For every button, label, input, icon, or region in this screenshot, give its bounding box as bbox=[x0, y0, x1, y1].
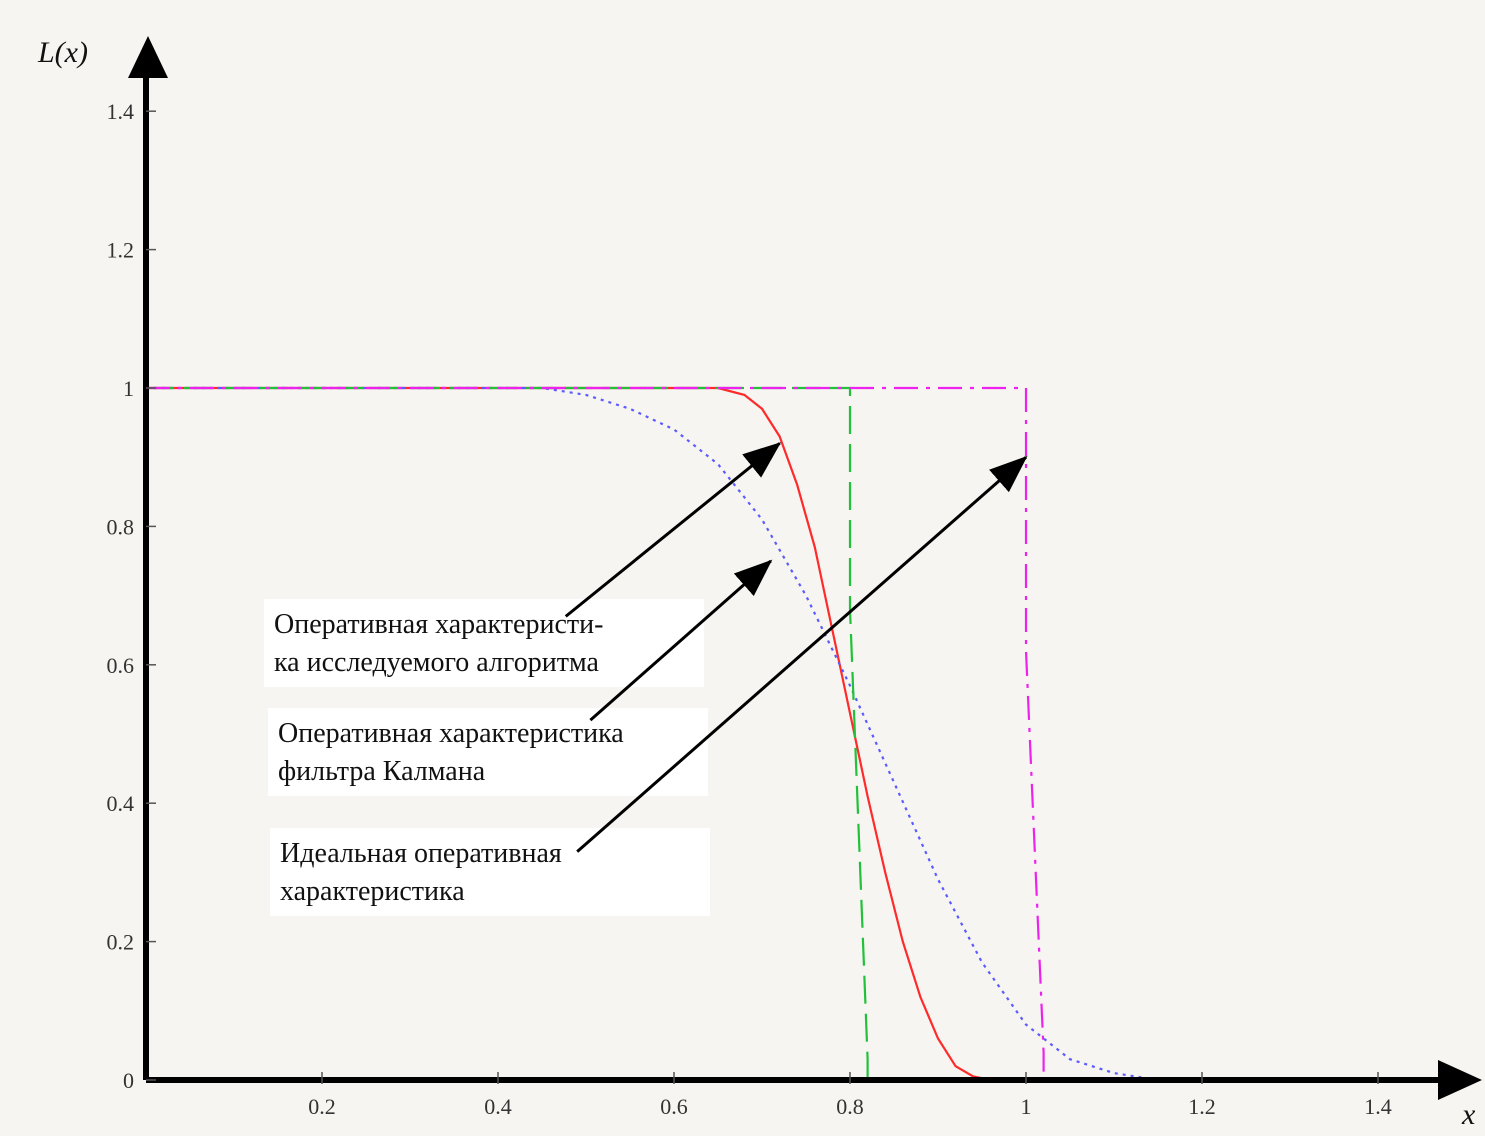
y-tick-label: 1.2 bbox=[107, 238, 135, 263]
y-tick-label: 1.4 bbox=[107, 99, 135, 124]
annotation-arrow bbox=[576, 455, 1028, 853]
x-axis-label: x bbox=[1461, 1098, 1476, 1131]
annotation-box bbox=[264, 599, 704, 687]
annotation-text: фильтра Калмана bbox=[278, 756, 486, 787]
y-axis-label: L(x) bbox=[37, 36, 88, 69]
x-tick-label: 0.6 bbox=[660, 1094, 688, 1119]
annotation-text: Оперативная характеристика bbox=[278, 718, 624, 749]
y-tick-label: 0.8 bbox=[107, 514, 135, 539]
x-tick-label: 0.4 bbox=[484, 1094, 512, 1119]
y-tick-label: 1 bbox=[123, 376, 134, 401]
x-tick-label: 1 bbox=[1021, 1094, 1032, 1119]
series-line-dashdot bbox=[146, 386, 1045, 1080]
x-tick-label: 1.2 bbox=[1188, 1094, 1216, 1119]
annotation-box bbox=[268, 708, 708, 796]
annotation-arrow bbox=[564, 442, 782, 618]
annotation-arrow bbox=[589, 559, 773, 722]
y-axis-arrow bbox=[128, 36, 168, 78]
annotation-text: характеристика bbox=[280, 876, 465, 907]
x-tick-label: 1.4 bbox=[1364, 1094, 1392, 1119]
annotation-text: Идеальная оперативная bbox=[280, 838, 562, 869]
x-tick-label: 0.2 bbox=[308, 1094, 336, 1119]
x-axis-arrow bbox=[1438, 1060, 1482, 1100]
annotation-box bbox=[270, 828, 710, 916]
annotation-text: ка исследуемого алгоритма bbox=[274, 647, 599, 678]
y-tick-label: 0 bbox=[123, 1068, 134, 1093]
annotation-text: Оперативная характеристи- bbox=[274, 609, 603, 640]
y-tick-label: 0.2 bbox=[107, 930, 135, 955]
y-tick-label: 0.4 bbox=[107, 791, 135, 816]
y-tick-label: 0.6 bbox=[107, 653, 135, 678]
series-line-dashed bbox=[146, 386, 869, 1080]
x-tick-label: 0.8 bbox=[836, 1094, 864, 1119]
